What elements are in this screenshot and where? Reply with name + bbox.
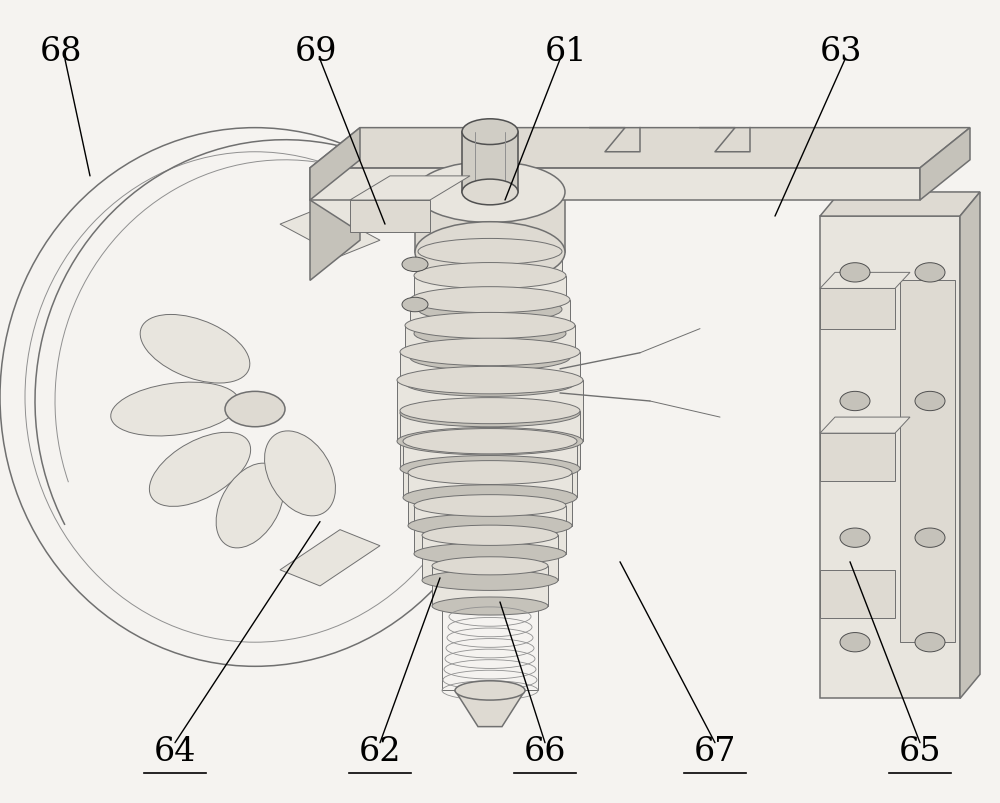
Polygon shape bbox=[920, 128, 970, 201]
Polygon shape bbox=[350, 201, 430, 233]
Polygon shape bbox=[820, 434, 895, 482]
Polygon shape bbox=[820, 273, 910, 289]
Ellipse shape bbox=[405, 313, 575, 339]
Text: 65: 65 bbox=[899, 735, 941, 767]
Polygon shape bbox=[820, 418, 910, 434]
Ellipse shape bbox=[225, 392, 285, 427]
Ellipse shape bbox=[408, 514, 572, 538]
Ellipse shape bbox=[422, 570, 558, 591]
Text: 63: 63 bbox=[820, 36, 862, 68]
Ellipse shape bbox=[400, 400, 580, 427]
Polygon shape bbox=[410, 300, 570, 358]
Ellipse shape bbox=[265, 431, 335, 516]
Polygon shape bbox=[820, 570, 895, 618]
Text: 61: 61 bbox=[545, 36, 588, 68]
Ellipse shape bbox=[418, 297, 562, 323]
Polygon shape bbox=[455, 691, 525, 727]
Ellipse shape bbox=[111, 383, 239, 436]
Ellipse shape bbox=[422, 525, 558, 546]
Polygon shape bbox=[820, 289, 895, 329]
Polygon shape bbox=[422, 536, 558, 581]
Ellipse shape bbox=[418, 239, 562, 265]
Text: 64: 64 bbox=[154, 735, 196, 767]
Ellipse shape bbox=[403, 429, 577, 454]
Ellipse shape bbox=[414, 321, 566, 347]
Ellipse shape bbox=[462, 180, 518, 206]
Polygon shape bbox=[960, 193, 980, 699]
Ellipse shape bbox=[915, 528, 945, 548]
Ellipse shape bbox=[403, 485, 577, 511]
Ellipse shape bbox=[397, 428, 583, 455]
Ellipse shape bbox=[397, 367, 583, 394]
Polygon shape bbox=[310, 128, 360, 201]
Ellipse shape bbox=[402, 298, 428, 312]
Ellipse shape bbox=[400, 339, 580, 366]
Ellipse shape bbox=[415, 162, 565, 223]
Ellipse shape bbox=[216, 463, 284, 548]
Text: 69: 69 bbox=[295, 36, 338, 68]
Ellipse shape bbox=[840, 633, 870, 652]
Ellipse shape bbox=[414, 263, 566, 289]
Polygon shape bbox=[403, 442, 577, 498]
Polygon shape bbox=[400, 353, 580, 414]
Polygon shape bbox=[397, 381, 583, 442]
Ellipse shape bbox=[408, 461, 572, 485]
Polygon shape bbox=[820, 217, 960, 699]
Ellipse shape bbox=[0, 128, 510, 666]
Polygon shape bbox=[414, 506, 566, 554]
Ellipse shape bbox=[432, 597, 548, 615]
Ellipse shape bbox=[840, 392, 870, 411]
Ellipse shape bbox=[414, 543, 566, 565]
Text: 67: 67 bbox=[694, 735, 736, 767]
Polygon shape bbox=[900, 281, 955, 642]
Polygon shape bbox=[408, 473, 572, 526]
Ellipse shape bbox=[415, 222, 565, 283]
Polygon shape bbox=[462, 132, 518, 193]
Ellipse shape bbox=[25, 153, 485, 642]
Text: 66: 66 bbox=[524, 735, 566, 767]
Ellipse shape bbox=[840, 263, 870, 283]
Polygon shape bbox=[280, 209, 380, 257]
Polygon shape bbox=[820, 193, 980, 217]
Polygon shape bbox=[414, 276, 566, 334]
Polygon shape bbox=[418, 252, 562, 310]
Polygon shape bbox=[432, 566, 548, 606]
Ellipse shape bbox=[400, 456, 580, 482]
Polygon shape bbox=[310, 128, 970, 169]
Polygon shape bbox=[415, 193, 565, 253]
Ellipse shape bbox=[414, 495, 566, 517]
Ellipse shape bbox=[400, 398, 580, 424]
Polygon shape bbox=[310, 161, 410, 233]
Ellipse shape bbox=[140, 315, 250, 384]
Ellipse shape bbox=[405, 371, 575, 397]
Text: 62: 62 bbox=[359, 735, 401, 767]
Ellipse shape bbox=[462, 120, 518, 145]
Ellipse shape bbox=[402, 258, 428, 272]
Text: 68: 68 bbox=[40, 36, 82, 68]
Polygon shape bbox=[280, 530, 380, 586]
Polygon shape bbox=[310, 161, 360, 281]
Ellipse shape bbox=[455, 681, 525, 700]
Ellipse shape bbox=[410, 287, 570, 313]
Ellipse shape bbox=[915, 633, 945, 652]
Ellipse shape bbox=[149, 433, 251, 507]
Polygon shape bbox=[400, 411, 580, 469]
Ellipse shape bbox=[432, 557, 548, 575]
Polygon shape bbox=[405, 326, 575, 384]
Ellipse shape bbox=[410, 345, 570, 371]
Polygon shape bbox=[350, 177, 470, 201]
Ellipse shape bbox=[840, 528, 870, 548]
Polygon shape bbox=[310, 169, 920, 201]
Ellipse shape bbox=[915, 392, 945, 411]
Ellipse shape bbox=[915, 263, 945, 283]
